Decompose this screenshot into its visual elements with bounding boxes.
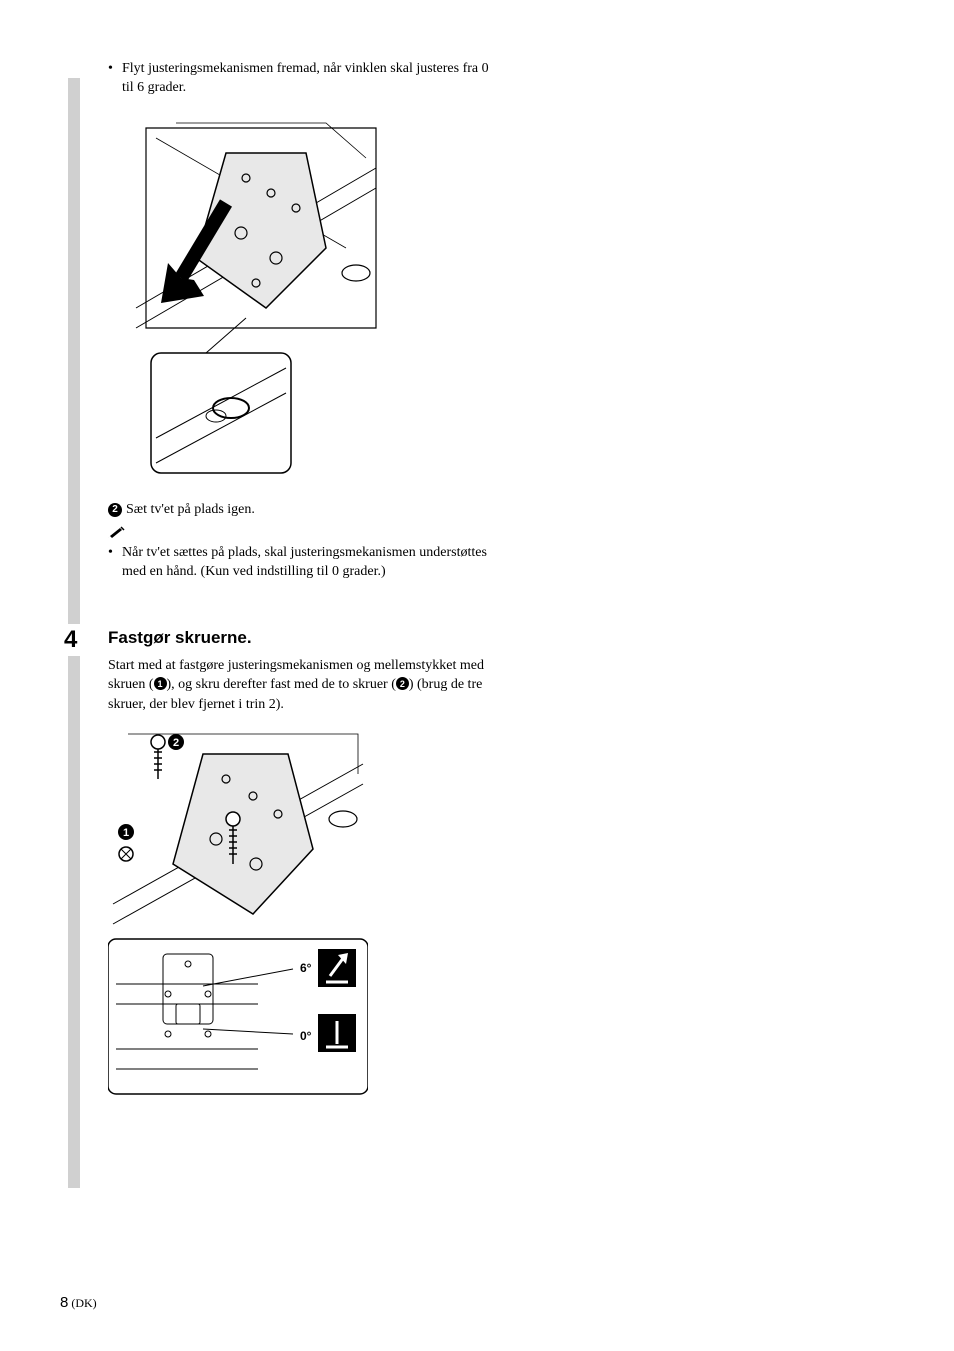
bullet-dot-icon: •	[108, 544, 122, 582]
angle-0-label: 0°	[300, 1029, 312, 1043]
substep-2-badge: 2	[108, 503, 122, 517]
step-4-block: 4 Fastgør skruerne. Start med at fastgør…	[108, 628, 498, 1100]
angle-6-label: 6°	[300, 961, 312, 975]
fasten-screws-svg: 2 1 6°	[108, 724, 368, 1099]
adjust-mechanism-svg	[126, 108, 386, 478]
illustration-fasten-screws: 2 1 6°	[108, 724, 368, 1099]
lang-code: (DK)	[71, 1296, 96, 1310]
substep-2-text: Sæt tv'et på plads igen.	[126, 502, 255, 518]
page-footer: 8 (DK)	[60, 1294, 97, 1311]
step-4-heading: Fastgør skruerne.	[108, 628, 498, 648]
step-4-number: 4	[60, 624, 81, 656]
inline-badge-1: 1	[154, 677, 167, 690]
angle-adjust-bullet: • Flyt justeringsmekanismen fremad, når …	[108, 60, 498, 98]
bullet-text: Flyt justeringsmekanismen fremad, når vi…	[122, 60, 498, 98]
note-bullet: • Når tv'et sættes på plads, skal juster…	[108, 544, 498, 582]
bullet-dot-icon: •	[108, 60, 122, 98]
callout-1-label: 1	[123, 827, 129, 839]
callout-2-label: 2	[173, 737, 179, 749]
page-content: • Flyt justeringsmekanismen fremad, når …	[108, 60, 498, 1099]
inline-badge-2: 2	[396, 677, 409, 690]
body-mid: ), og skru derefter fast med de to skrue…	[167, 677, 396, 692]
note-icon	[108, 526, 498, 542]
step2-substep: 2 Sæt tv'et på plads igen.	[108, 502, 498, 518]
step-4-body: Start med at fastgøre justeringsmekanism…	[108, 656, 498, 715]
note-text: Når tv'et sættes på plads, skal justerin…	[122, 544, 498, 582]
page-number: 8	[60, 1294, 68, 1311]
illustration-adjust-mechanism	[126, 108, 386, 478]
